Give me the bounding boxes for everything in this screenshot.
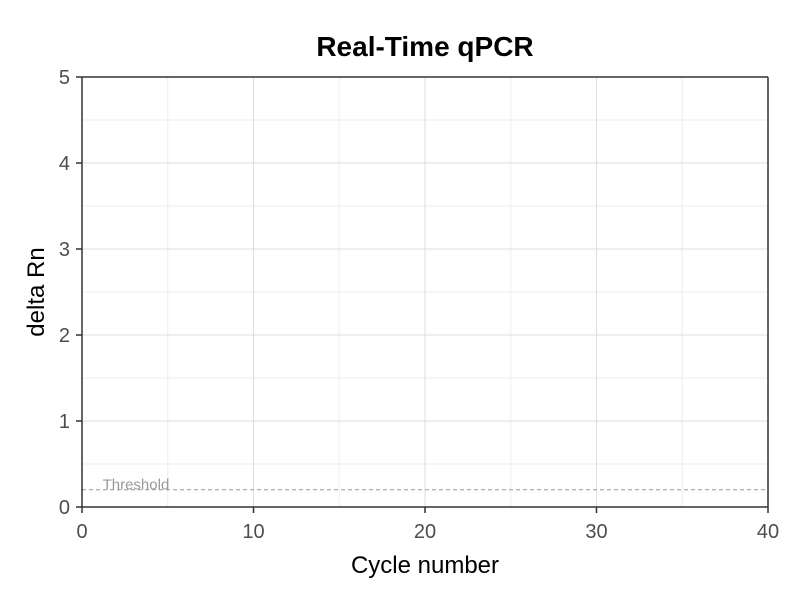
x-tick-label: 20 (414, 521, 436, 543)
x-tick-label: 30 (585, 521, 607, 543)
y-axis-title: delta Rn (23, 247, 50, 336)
y-tick-label: 1 (59, 411, 70, 433)
y-tick-label: 3 (59, 239, 70, 261)
y-tick-label: 4 (59, 153, 70, 175)
x-tick-label: 0 (76, 521, 87, 543)
y-tick-label: 2 (59, 325, 70, 347)
threshold-label: Threshold (103, 476, 170, 493)
axes (81, 76, 769, 508)
y-tick-label: 0 (59, 497, 70, 519)
y-tick-label: 5 (59, 67, 70, 89)
ticks: 0 10 20 30 40 0 1 2 3 4 5 (59, 67, 779, 543)
x-axis-title: Cycle number (351, 552, 499, 579)
x-tick-label: 40 (757, 521, 779, 543)
chart-title: Real-Time qPCR (316, 31, 533, 62)
x-tick-label: 10 (242, 521, 264, 543)
threshold: Threshold (82, 476, 768, 493)
